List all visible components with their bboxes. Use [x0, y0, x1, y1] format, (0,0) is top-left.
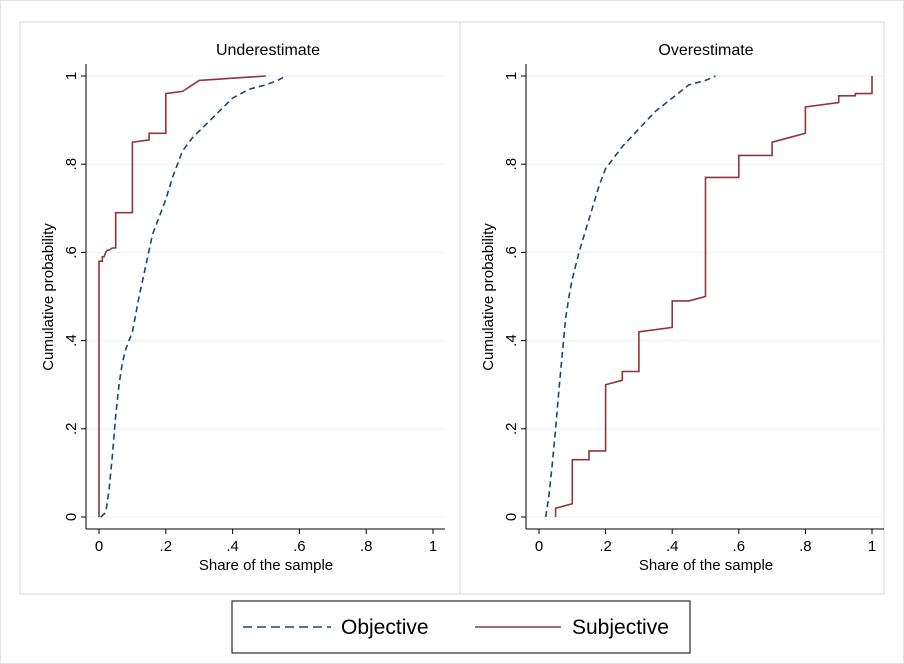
y-tick-label: 1 — [503, 72, 520, 80]
series-line-objective — [544, 75, 716, 518]
y-ticks: 0 .2 .4 .6 .8 1 — [503, 72, 526, 521]
panel-title: Overestimate — [658, 42, 753, 59]
plot-area — [544, 75, 873, 518]
y-tick-label: 0 — [63, 513, 80, 521]
legend-label-subjective: Subjective — [572, 616, 669, 639]
x-ticks: 0 .2 .4 .6 .8 1 — [95, 529, 437, 555]
x-tick-label: .6 — [293, 538, 306, 555]
x-axis-label: Share of the sample — [639, 557, 773, 574]
x-tick-label: 1 — [868, 538, 876, 555]
grid — [526, 75, 884, 518]
x-tick-label: 1 — [429, 538, 437, 555]
y-tick-label: .6 — [63, 246, 80, 259]
x-tick-label: .4 — [226, 538, 239, 555]
panel-frame — [19, 21, 461, 595]
x-tick-label: 0 — [95, 538, 103, 555]
y-ticks: 0 .2 .4 .6 .8 1 — [63, 72, 86, 521]
panel-title: Underestimate — [216, 42, 320, 59]
legend-label-objective: Objective — [341, 616, 429, 639]
plot-area — [98, 75, 287, 518]
series-line-subjective — [554, 76, 873, 517]
y-tick-label: 0 — [503, 513, 520, 521]
x-tick-label: .8 — [799, 538, 812, 555]
legend: Objective Subjective — [231, 600, 691, 654]
y-axis-label: Cumulative probability — [480, 223, 497, 371]
x-tick-label: 0 — [535, 538, 543, 555]
y-tick-label: .6 — [503, 246, 520, 259]
y-tick-label: .8 — [63, 158, 80, 171]
panel-underestimate: Underestimate 0 .2 .4 .6 .8 1 0 .2 .4 .6 .8 1 Shar… — [19, 21, 461, 595]
y-tick-label: .8 — [503, 158, 520, 171]
series-line-subjective — [98, 75, 267, 517]
y-tick-label: 1 — [63, 72, 80, 80]
x-axis-label: Share of the sample — [199, 557, 333, 574]
legend-box — [231, 600, 691, 654]
y-tick-label: .4 — [63, 334, 80, 347]
y-tick-label: .2 — [503, 423, 520, 436]
x-tick-label: .2 — [160, 538, 173, 555]
panel-overestimate: Overestimate 0 .2 .4 .6 .8 1 0 .2 .4 .6 .8 1 Share… — [459, 21, 885, 595]
x-tick-label: .2 — [599, 538, 612, 555]
y-tick-label: .2 — [63, 423, 80, 436]
y-axis-label: Cumulative probability — [40, 223, 57, 371]
x-tick-label: .4 — [666, 538, 679, 555]
x-ticks: 0 .2 .4 .6 .8 1 — [535, 529, 876, 555]
series-line-objective — [100, 75, 287, 518]
y-tick-label: .4 — [503, 334, 520, 347]
x-tick-label: .8 — [360, 538, 373, 555]
x-tick-label: .6 — [733, 538, 746, 555]
grid — [86, 75, 445, 518]
